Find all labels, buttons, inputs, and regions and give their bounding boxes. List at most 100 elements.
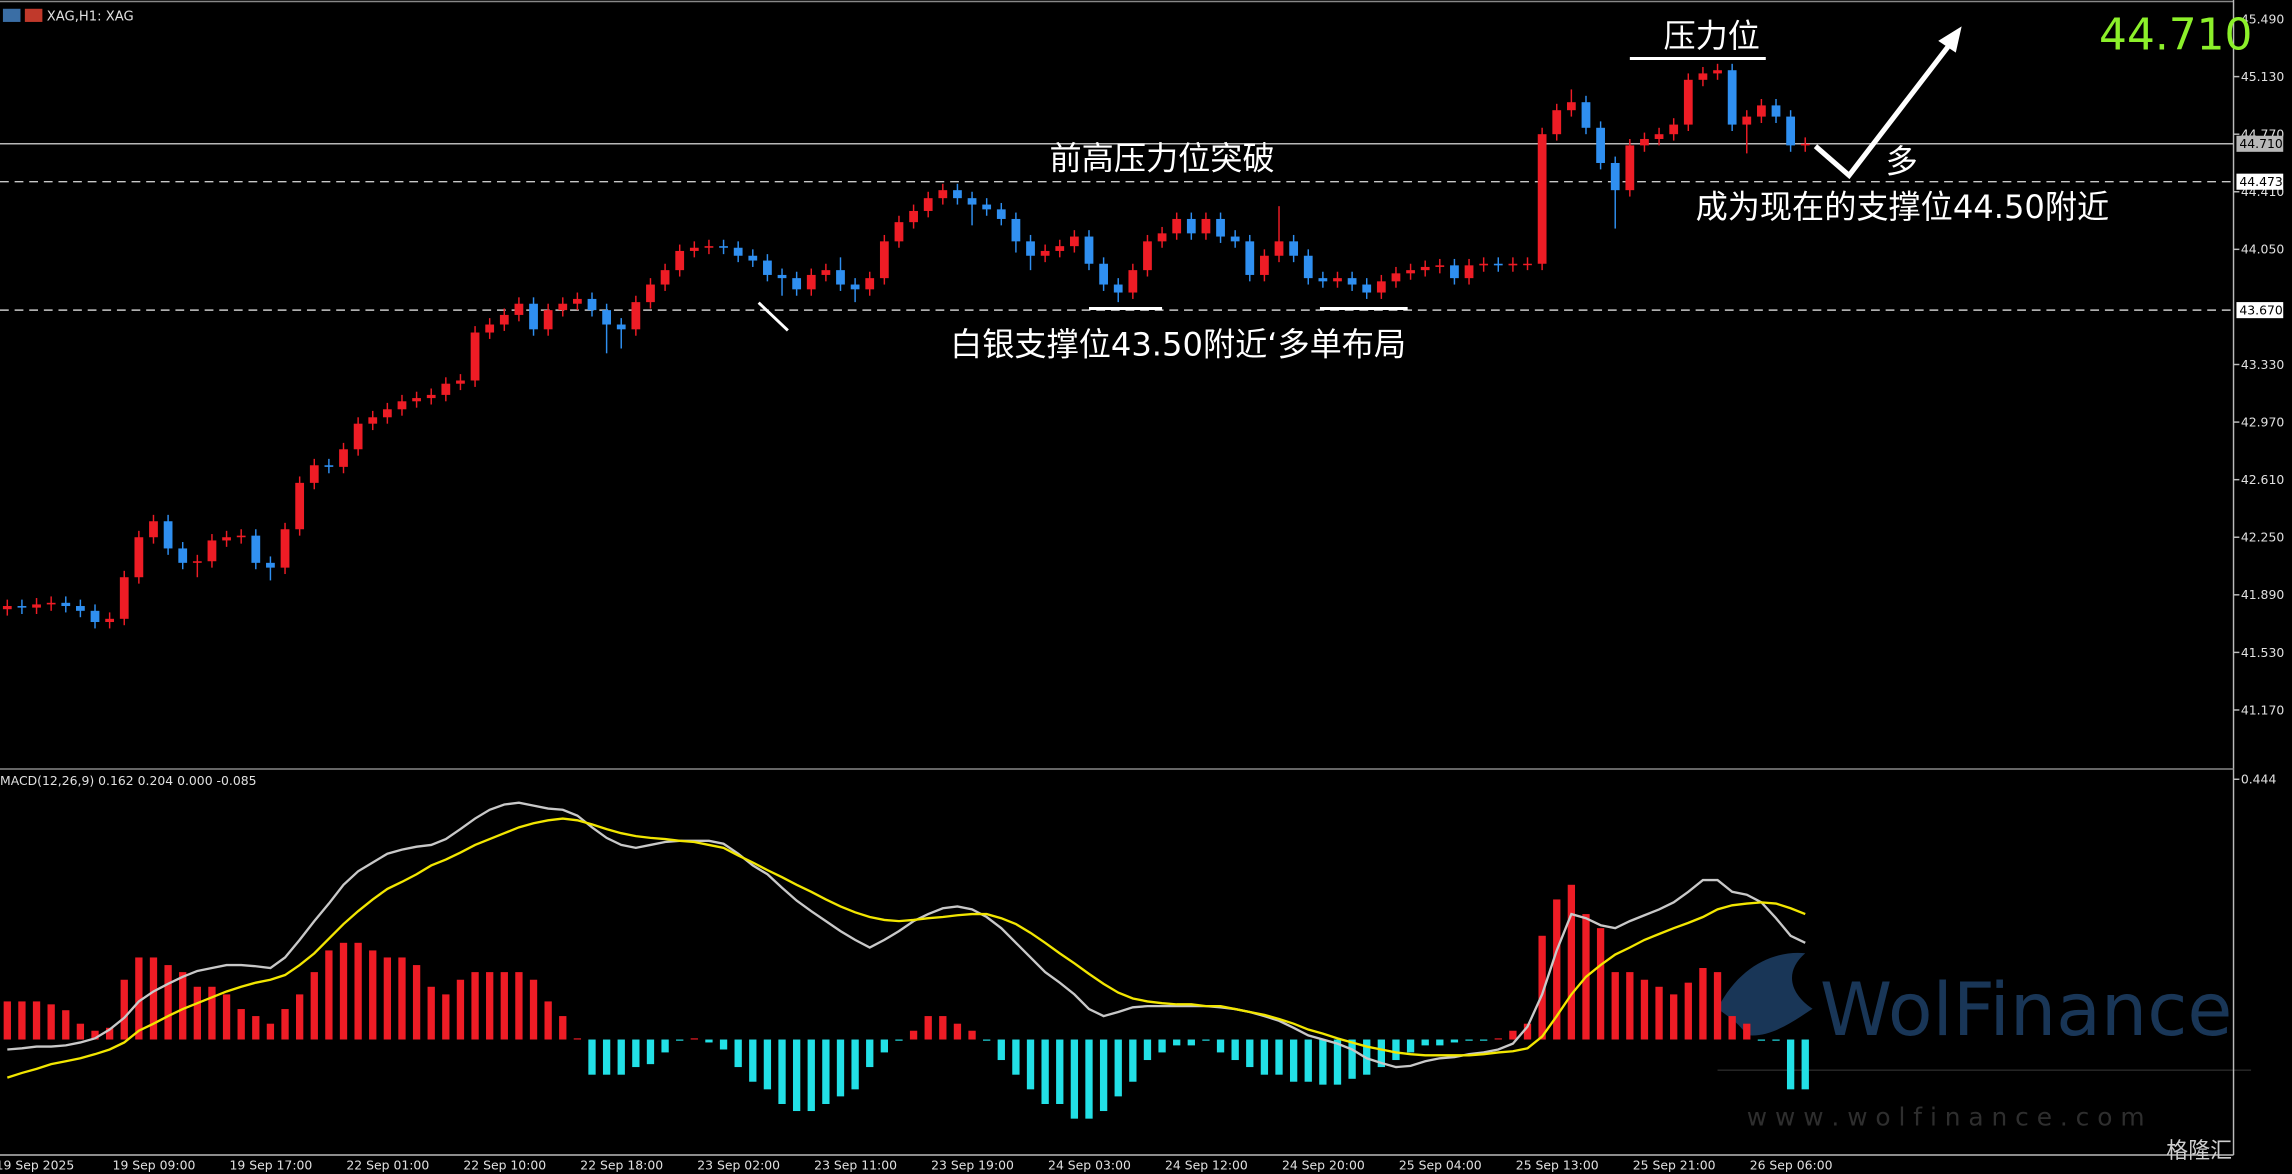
histogram-bar	[1713, 972, 1722, 1040]
candle-body	[339, 449, 348, 467]
histogram-bar	[1187, 1039, 1195, 1046]
histogram-bar	[866, 1039, 874, 1068]
chart-icon[interactable]	[24, 8, 43, 22]
histogram-bar	[208, 986, 216, 1040]
histogram-bar	[676, 1039, 684, 1041]
candle-body	[1274, 241, 1284, 256]
candle-body	[368, 417, 378, 424]
candle-body	[149, 521, 158, 538]
histogram-bar	[749, 1039, 757, 1082]
candle-body	[17, 606, 27, 608]
source-mark: 格隆汇	[2166, 1139, 2232, 1164]
histogram-bar	[1377, 1039, 1385, 1068]
y-tick-label: 41.170	[2241, 702, 2285, 717]
histogram-bar	[939, 1016, 947, 1040]
histogram-bar	[412, 965, 421, 1040]
candle-body	[806, 274, 816, 290]
candle-body	[777, 274, 787, 279]
x-tick-label: 22 Sep 18:00	[580, 1158, 663, 1173]
candle-body	[821, 270, 831, 275]
histogram-bar	[1421, 1039, 1429, 1046]
histogram-bar	[91, 1030, 99, 1040]
candle-body	[1450, 265, 1459, 279]
candle-body	[485, 324, 495, 333]
watermark-logo	[1717, 952, 1813, 1036]
menu-icon[interactable]	[2, 8, 21, 22]
histogram-bar	[1480, 1039, 1488, 1041]
histogram-bar	[1406, 1039, 1415, 1053]
price-label: 43.670	[2239, 303, 2283, 318]
candle-body	[1464, 265, 1474, 279]
histogram-bar	[281, 1009, 289, 1040]
candle-body	[1172, 218, 1182, 234]
histogram-bar	[529, 979, 538, 1040]
histogram-bar	[968, 1030, 976, 1040]
candle-body	[953, 190, 962, 199]
candle-body	[1084, 236, 1094, 264]
histogram-bar	[1567, 884, 1576, 1040]
candle-body	[470, 332, 480, 381]
histogram-bar	[807, 1039, 815, 1112]
histogram-bar	[1743, 1023, 1751, 1040]
candle-body	[178, 548, 188, 563]
candle-body	[675, 250, 685, 271]
histogram-bar	[1348, 1039, 1356, 1079]
candle-body	[90, 610, 100, 623]
histogram-bar	[719, 1039, 728, 1050]
candle-body	[119, 577, 129, 619]
histogram-bar	[1202, 1039, 1210, 1041]
histogram-bar	[778, 1039, 786, 1104]
candle-body	[1654, 134, 1664, 139]
histogram-bar	[179, 972, 187, 1040]
candle-body	[865, 278, 875, 290]
histogram-bar	[1173, 1039, 1181, 1046]
histogram-bar	[1494, 1038, 1502, 1040]
candle-body	[441, 383, 451, 395]
candle-body	[1508, 263, 1518, 266]
histogram-bar	[1143, 1039, 1152, 1061]
candle-body	[923, 198, 933, 211]
histogram-bar	[135, 957, 143, 1040]
histogram-bar	[1085, 1039, 1093, 1119]
histogram-bar	[486, 972, 494, 1040]
histogram-bar	[1158, 1039, 1166, 1053]
histogram-bar	[559, 1016, 567, 1040]
candle-body	[1143, 241, 1152, 271]
histogram-bar	[953, 1023, 962, 1040]
annotation: 成为现在的支撑位44.50附近	[1696, 188, 2110, 226]
candle-body	[1157, 233, 1167, 242]
annotation: 多	[1886, 143, 1918, 181]
candle-body	[61, 602, 71, 607]
y-tick-label: 44.050	[2241, 242, 2285, 257]
candle-body	[909, 210, 918, 223]
y-tick-label: 45.490	[2241, 11, 2285, 26]
candle-body	[1566, 102, 1576, 111]
candle-body	[1727, 70, 1737, 125]
candle-body	[1216, 218, 1225, 237]
candle-body	[1026, 241, 1035, 256]
y-tick-label: 41.530	[2241, 645, 2285, 660]
histogram-bar	[1099, 1039, 1108, 1112]
histogram-bar	[252, 1016, 260, 1040]
histogram-bar	[76, 1023, 85, 1040]
candle-body	[192, 561, 202, 563]
candle-body	[689, 247, 699, 251]
candle-body	[1669, 124, 1679, 135]
candle-body	[1625, 145, 1635, 191]
candle-body	[353, 423, 363, 450]
histogram-bar	[1260, 1039, 1269, 1075]
candle-body	[543, 310, 553, 330]
histogram-bar	[149, 957, 158, 1040]
candle-body	[32, 604, 41, 608]
histogram-bar	[1289, 1039, 1298, 1082]
x-tick-label: 24 Sep 12:00	[1165, 1158, 1248, 1173]
y-tick-label: 42.970	[2241, 414, 2285, 429]
histogram-bar	[1728, 1016, 1736, 1040]
y-tick-label: 42.610	[2241, 472, 2285, 487]
histogram-bar	[164, 965, 172, 1040]
histogram-bar	[1655, 986, 1663, 1040]
annotation: 前高压力位突破	[1050, 140, 1275, 178]
candle-body	[748, 255, 758, 261]
